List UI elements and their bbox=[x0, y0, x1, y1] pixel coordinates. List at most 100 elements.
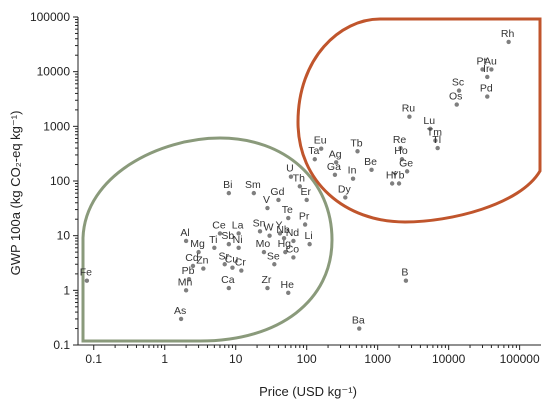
ticks: 0.1 1 10 100 1000 10000 100000 0.1 1 10 100 1000 100… bbox=[30, 10, 540, 366]
point-label-al: Al bbox=[180, 227, 189, 239]
data-point-ni bbox=[236, 245, 241, 250]
data-point-ce bbox=[217, 231, 223, 236]
data-point-la bbox=[236, 231, 241, 236]
data-point-as bbox=[178, 316, 184, 322]
data-point-eu bbox=[318, 146, 324, 151]
point-label-re: Re bbox=[393, 134, 407, 146]
point-label-zr: Zr bbox=[261, 274, 271, 286]
y-tick-label: 1000 bbox=[43, 119, 70, 133]
point-label-he: He bbox=[281, 279, 295, 291]
data-point-hf bbox=[389, 181, 395, 186]
point-label-ga: Ga bbox=[327, 161, 341, 173]
data-point-se bbox=[272, 262, 277, 267]
x-tick-label: 1000 bbox=[364, 352, 391, 366]
point-label-er: Er bbox=[300, 186, 311, 198]
data-point-au bbox=[489, 67, 494, 72]
data-point-tm bbox=[433, 138, 438, 143]
y-tick-label: 0.1 bbox=[53, 338, 70, 352]
x-tick-label: 10000 bbox=[432, 352, 466, 366]
point-label-tb: Tb bbox=[350, 137, 362, 149]
data-point-hg bbox=[283, 249, 288, 255]
point-label-au: Au bbox=[484, 55, 497, 67]
data-point-mg bbox=[196, 249, 201, 255]
data-point-zr bbox=[265, 285, 270, 291]
point-label-sr: Sr bbox=[218, 250, 229, 262]
point-label-pb: Pb bbox=[182, 265, 195, 277]
data-point-zn bbox=[201, 266, 206, 271]
point-label-te: Te bbox=[282, 204, 293, 216]
point-label-pr: Pr bbox=[299, 211, 310, 223]
point-label-cr: Cr bbox=[235, 257, 247, 269]
data-point-lu bbox=[428, 126, 433, 132]
point-label-gd: Gd bbox=[270, 186, 284, 198]
x-tick-label: 1 bbox=[161, 352, 168, 366]
data-point-ta bbox=[312, 157, 317, 162]
y-tick-label: 10 bbox=[57, 229, 71, 243]
point-label-u: U bbox=[286, 163, 294, 175]
point-label-ho: Ho bbox=[394, 145, 408, 157]
data-point-ba bbox=[357, 326, 362, 331]
data-point-gd bbox=[276, 197, 281, 203]
point-label-tl: Tl bbox=[432, 134, 441, 146]
point-label-se: Se bbox=[267, 250, 280, 262]
data-point-tb bbox=[355, 149, 360, 154]
point-label-ca: Ca bbox=[221, 274, 235, 286]
point-label-b: B bbox=[401, 267, 408, 279]
point-label-yb: Yb bbox=[392, 170, 405, 182]
x-tick-label: 100000 bbox=[500, 352, 540, 366]
point-label-la: La bbox=[232, 219, 244, 231]
point-label-cd: Cd bbox=[185, 252, 199, 264]
point-label-be: Be bbox=[364, 156, 377, 168]
point-label-ru: Ru bbox=[402, 103, 416, 115]
point-label-pd: Pd bbox=[480, 83, 493, 95]
point-label-eu: Eu bbox=[314, 135, 327, 147]
data-point-u bbox=[288, 174, 294, 179]
data-point-sc bbox=[456, 88, 462, 93]
data-point-sr bbox=[222, 262, 227, 267]
point-label-as: As bbox=[174, 305, 186, 317]
y-tick-label: 100 bbox=[50, 174, 70, 188]
point-label-ag: Ag bbox=[329, 148, 342, 160]
point-label-nd: Nd bbox=[286, 227, 300, 239]
data-point-pr bbox=[302, 222, 308, 227]
point-label-cu: Cu bbox=[225, 254, 239, 266]
data-point-w bbox=[267, 233, 272, 238]
data-point-he bbox=[286, 290, 291, 296]
data-point-bi bbox=[226, 190, 232, 196]
data-point-pt bbox=[480, 67, 485, 72]
data-point-co bbox=[291, 255, 296, 260]
data-point-mo bbox=[261, 249, 267, 255]
x-tick-label: 10 bbox=[229, 352, 243, 366]
point-label-ta: Ta bbox=[308, 145, 319, 157]
point-label-co: Co bbox=[286, 243, 300, 255]
point-label-y: Y bbox=[275, 219, 282, 231]
point-label-w: W bbox=[264, 222, 274, 234]
point-label-mn: Mn bbox=[178, 276, 193, 288]
data-points bbox=[84, 39, 511, 331]
point-label-tm: Tm bbox=[427, 127, 442, 139]
point-label-pt: Pt bbox=[477, 55, 487, 67]
point-label-ti: Ti bbox=[209, 234, 217, 246]
point-label-li: Li bbox=[305, 230, 313, 242]
point-label-hg: Hg bbox=[278, 238, 292, 250]
point-label-th: Th bbox=[293, 172, 305, 184]
high-price-region-outline bbox=[296, 17, 542, 224]
y-tick-label: 1 bbox=[63, 283, 70, 297]
data-point-ca bbox=[226, 285, 232, 291]
data-point-b bbox=[403, 278, 409, 283]
point-label-nb: Nb bbox=[276, 224, 290, 236]
point-label-mo: Mo bbox=[256, 238, 271, 250]
data-point-ga bbox=[332, 172, 338, 177]
point-label-ge: Ge bbox=[399, 157, 413, 169]
data-point-tl bbox=[435, 145, 440, 151]
data-point-al bbox=[183, 238, 189, 244]
point-label-ba: Ba bbox=[352, 315, 365, 327]
data-point-cr bbox=[239, 268, 244, 273]
point-label-fe: Fe bbox=[80, 267, 92, 279]
data-point-yb bbox=[396, 181, 402, 186]
data-point-sn bbox=[257, 229, 263, 234]
point-label-sb: Sb bbox=[221, 230, 234, 242]
point-label-v: V bbox=[263, 194, 270, 206]
